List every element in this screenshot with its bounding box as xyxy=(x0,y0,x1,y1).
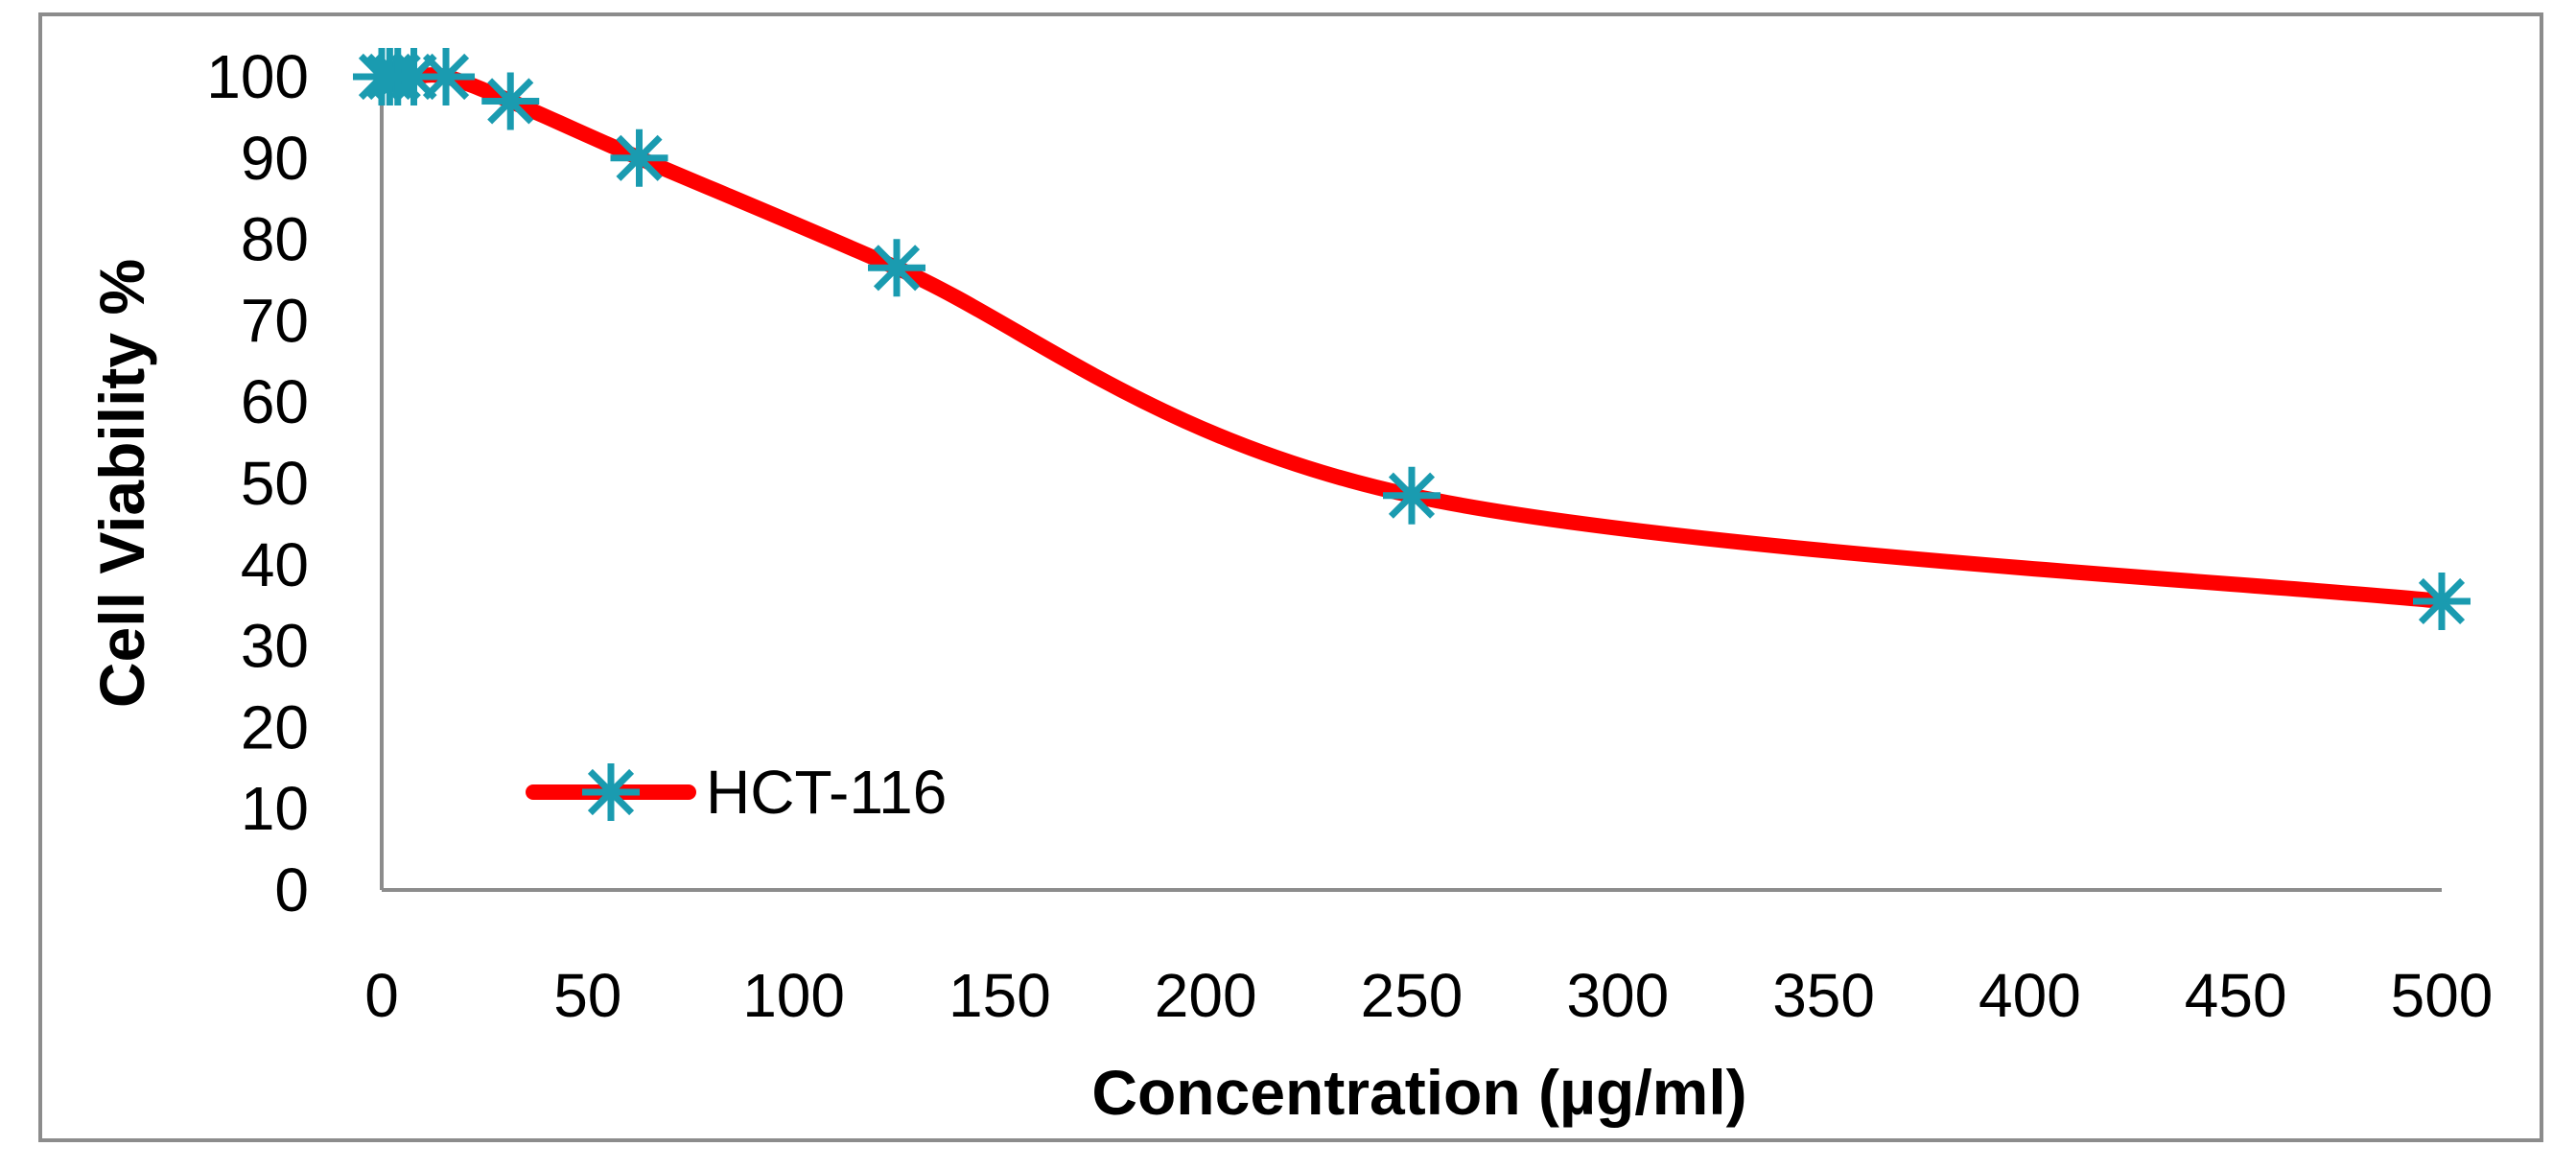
y-axis-title: Cell Viability % xyxy=(86,259,157,708)
x-tick-label: 400 xyxy=(1979,961,2081,1030)
y-tick-label: 50 xyxy=(241,449,309,518)
x-axis-title: Concentration (µg/ml) xyxy=(1091,1057,1746,1128)
x-tick-label: 450 xyxy=(2185,961,2287,1030)
y-tick-label: 60 xyxy=(241,367,309,436)
chart-frame xyxy=(38,12,2543,1142)
y-tick-label: 20 xyxy=(241,692,309,761)
y-tick-label: 0 xyxy=(274,855,309,924)
x-tick-label: 300 xyxy=(1566,961,1669,1030)
x-tick-label: 150 xyxy=(948,961,1051,1030)
legend: HCT-116 xyxy=(526,758,947,827)
y-tick-label: 30 xyxy=(241,612,309,681)
y-tick-label: 40 xyxy=(241,530,309,599)
x-tick-label: 100 xyxy=(742,961,845,1030)
data-point-marker xyxy=(2413,572,2471,630)
x-tick-label: 50 xyxy=(553,961,621,1030)
x-tick-label: 200 xyxy=(1155,961,1257,1030)
data-point-marker xyxy=(417,48,476,105)
y-tick-label: 80 xyxy=(241,205,309,274)
data-point-marker xyxy=(1383,466,1440,525)
data-point-marker xyxy=(610,129,668,187)
markers xyxy=(353,48,2471,630)
y-tick-label: 70 xyxy=(241,286,309,355)
data-point-marker xyxy=(481,72,540,130)
x-tick-label: 350 xyxy=(1772,961,1875,1030)
y-tick-label: 10 xyxy=(241,774,309,843)
legend-marker-icon xyxy=(582,763,640,821)
x-tick-label: 0 xyxy=(364,961,399,1030)
x-tick-label: 500 xyxy=(2391,961,2494,1030)
axes xyxy=(380,73,2442,892)
legend-label: HCT-116 xyxy=(706,758,947,827)
y-tick-label: 90 xyxy=(241,124,309,193)
x-tick-label: 250 xyxy=(1361,961,1464,1030)
data-point-marker xyxy=(868,239,925,297)
tick-labels: 0 10 20 30 40 50 60 70 80 90 100 0 50 100 150 200 250 300… xyxy=(206,42,2493,1030)
y-tick-label: 100 xyxy=(206,42,309,111)
